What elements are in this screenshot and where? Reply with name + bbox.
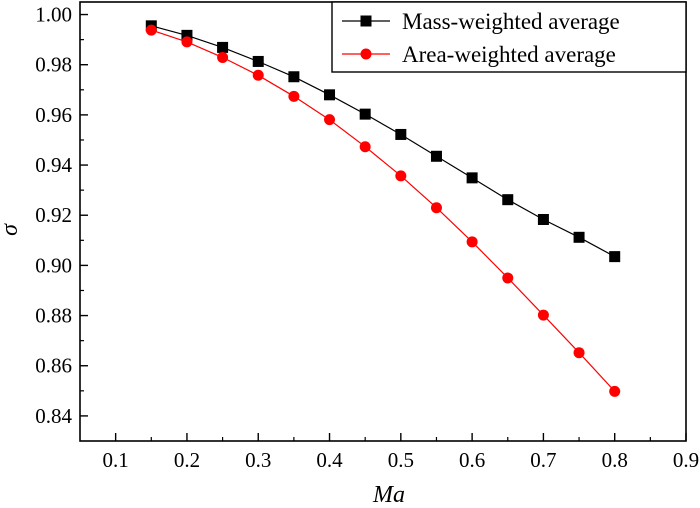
- y-tick-label: 0.92: [35, 203, 72, 227]
- data-point: [466, 236, 478, 248]
- data-point: [395, 128, 407, 140]
- data-point: [288, 71, 300, 83]
- y-tick-label: 1.00: [35, 3, 72, 27]
- y-tick-label: 0.96: [35, 103, 72, 127]
- data-point: [430, 150, 442, 162]
- y-tick-label: 0.86: [35, 354, 72, 378]
- x-tick-label: 0.5: [388, 448, 414, 472]
- data-point: [324, 89, 336, 101]
- x-tick-label: 0.7: [530, 448, 556, 472]
- data-point: [430, 202, 442, 214]
- y-tick-label: 0.94: [35, 153, 72, 177]
- data-point: [252, 69, 264, 81]
- data-point: [288, 90, 300, 102]
- x-tick-label: 0.9: [673, 448, 699, 472]
- data-point: [502, 194, 514, 206]
- legend-marker: [360, 48, 372, 60]
- data-point: [609, 385, 621, 397]
- ticks: 0.1 0.2 0.3 0.4 0.5 0.6 0.7 0.8 0.9 0.84 0.86 0.88 0…: [35, 3, 699, 472]
- y-tick-label: 0.90: [35, 253, 72, 277]
- legend-entry-1: Mass-weighted average: [342, 9, 620, 34]
- x-tick-label: 0.3: [245, 448, 271, 472]
- x-tick-label: 0.2: [174, 448, 200, 472]
- y-axis-title: σ: [0, 223, 23, 236]
- data-point: [359, 108, 371, 120]
- data-point: [217, 51, 229, 63]
- data-point: [181, 29, 193, 41]
- legend-marker: [360, 15, 372, 27]
- x-tick-label: 0.6: [459, 448, 485, 472]
- data-point: [573, 347, 585, 359]
- x-tick-label: 0.1: [103, 448, 129, 472]
- legend-box: [331, 1, 687, 73]
- data-point: [181, 36, 193, 48]
- data-point: [395, 170, 407, 182]
- legend: Mass-weighted average Area-weighted avera…: [331, 1, 687, 73]
- data-point: [466, 172, 478, 184]
- data-point: [537, 309, 549, 321]
- legend-entry-2: Area-weighted average: [342, 42, 616, 67]
- data-point: [573, 231, 585, 243]
- data-point: [359, 141, 371, 153]
- series-2: [145, 24, 621, 397]
- data-point: [609, 251, 621, 263]
- x-tick-label: 0.4: [316, 448, 343, 472]
- y-tick-label: 0.84: [35, 404, 72, 428]
- series-line: [151, 25, 615, 258]
- legend-label: Area-weighted average: [402, 42, 616, 67]
- series-line: [151, 29, 616, 392]
- data-point: [217, 41, 229, 53]
- x-tick-label: 0.8: [602, 448, 628, 472]
- series-layer: [145, 20, 621, 397]
- y-tick-label: 0.98: [35, 53, 72, 77]
- data-point: [502, 272, 514, 284]
- data-point: [252, 55, 264, 67]
- legend-label: Mass-weighted average: [402, 9, 620, 34]
- data-point: [324, 114, 336, 126]
- data-point: [145, 24, 157, 36]
- x-axis-title: Ma: [372, 482, 405, 508]
- data-point: [537, 213, 549, 225]
- y-tick-label: 0.88: [35, 304, 72, 328]
